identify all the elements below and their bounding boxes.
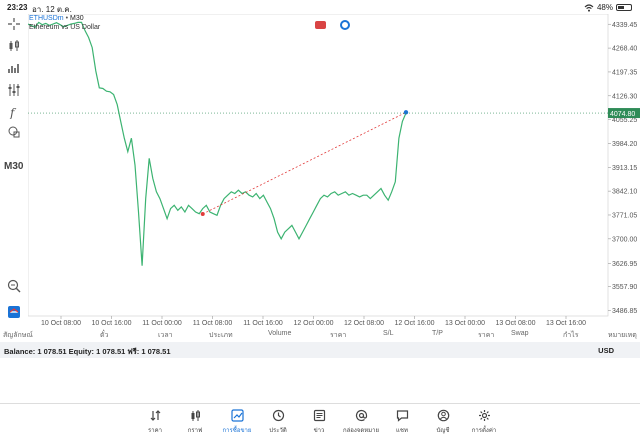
- orders-table-header: สัญลักษณ์ ตั๋ว เวลา ประเภท Volume ราคา S/L T/P ร…: [0, 327, 640, 341]
- bottom-tabbar: ราคา กราฟ การซื้อขาย ประวัติ ข่าว กล่องจดหมาย…: [0, 403, 640, 447]
- gear-icon: [464, 409, 504, 422]
- x-tick-label: 12 Oct 08:00: [344, 320, 384, 327]
- y-tick-label: 3913.15: [612, 165, 637, 172]
- account-icon: [423, 409, 463, 422]
- trendline-end-point[interactable]: [403, 110, 409, 115]
- x-tick-label: 13 Oct 00:00: [445, 320, 485, 327]
- tab-chat[interactable]: แชท: [382, 409, 422, 435]
- orders-column-header[interactable]: ราคา: [478, 332, 495, 339]
- symbol-description: Ethereum vs US Dollar: [29, 24, 101, 31]
- orders-column-header[interactable]: เวลา: [158, 332, 173, 339]
- tab-label: กราฟ: [187, 428, 203, 434]
- orders-column-header[interactable]: ประเภท: [209, 332, 233, 339]
- wifi-icon: [584, 3, 594, 12]
- tab-label: บัญชี: [436, 428, 450, 434]
- battery-percent: 48%: [596, 3, 613, 12]
- symbol-title: ETHUSDm • M30: [29, 15, 84, 22]
- arrows-updown-icon: [135, 409, 175, 422]
- candles-icon: [175, 409, 215, 422]
- function-icon[interactable]: f: [4, 104, 24, 120]
- tab-arrows-updown[interactable]: ราคา: [135, 409, 175, 435]
- x-tick-label: 11 Oct 16:00: [243, 320, 283, 327]
- y-tick-label: 3486.85: [612, 308, 637, 315]
- bar-chart-icon[interactable]: [4, 60, 24, 76]
- current-price-tag: [608, 108, 640, 119]
- tab-mail-at[interactable]: กล่องจดหมาย: [341, 409, 381, 435]
- tab-trade-chart[interactable]: การซื้อขาย: [217, 409, 257, 435]
- trendline-start-point[interactable]: [200, 211, 205, 216]
- orders-column-header[interactable]: S/L: [383, 330, 394, 337]
- orders-column-header[interactable]: ราคา: [330, 332, 347, 339]
- trade-panel-icon[interactable]: [4, 304, 24, 320]
- status-bar: 23:23 อา. 12 ต.ค. 48%: [0, 0, 640, 14]
- x-tick-label: 11 Oct 08:00: [193, 320, 233, 327]
- tab-label: แชท: [396, 428, 408, 434]
- history-icon: [258, 409, 298, 422]
- status-date: อา. 12 ต.ค.: [32, 5, 72, 14]
- tab-gear[interactable]: การตั้งค่า: [464, 409, 504, 435]
- x-tick-label: 11 Oct 00:00: [142, 320, 182, 327]
- price-series-line: [28, 21, 407, 266]
- x-tick-label: 13 Oct 16:00: [546, 320, 586, 327]
- status-right: 48%: [584, 3, 632, 12]
- orders-column-header[interactable]: หมายเหตุ: [608, 332, 637, 339]
- mail-at-icon: [341, 409, 381, 422]
- svg-text:f: f: [9, 106, 17, 119]
- orders-column-header[interactable]: ตั๋ว: [100, 332, 109, 339]
- orders-column-header[interactable]: สัญลักษณ์: [3, 332, 33, 339]
- indicators-icon[interactable]: [4, 82, 24, 98]
- y-tick-label: 3842.10: [612, 189, 637, 196]
- sell-button-icon[interactable]: [315, 21, 326, 29]
- zoom-icon[interactable]: [4, 278, 24, 294]
- orders-column-header[interactable]: Swap: [511, 330, 529, 337]
- tab-label: ราคา: [148, 428, 162, 434]
- x-tick-label: 13 Oct 08:00: [495, 320, 535, 327]
- symbol-timeframe: M30: [69, 15, 84, 22]
- y-tick-label: 4197.35: [612, 69, 637, 76]
- currency-label: USD: [598, 346, 614, 355]
- tab-history[interactable]: ประวัติ: [258, 409, 298, 435]
- x-tick-label: 10 Oct 08:00: [41, 320, 81, 327]
- balance-text: Balance: 1 078.51 Equity: 1 078.51 ฟรี: …: [4, 347, 171, 356]
- x-tick-label: 12 Oct 00:00: [293, 320, 333, 327]
- y-tick-label: 4126.30: [612, 93, 637, 100]
- chat-icon: [382, 409, 422, 422]
- objects-icon[interactable]: [4, 124, 24, 140]
- tab-account[interactable]: บัญชี: [423, 409, 463, 435]
- tab-label: กล่องจดหมาย: [342, 428, 380, 434]
- tab-news[interactable]: ข่าว: [299, 409, 339, 435]
- timeframe-label[interactable]: M30: [4, 161, 24, 172]
- x-tick-label: 12 Oct 16:00: [394, 320, 434, 327]
- y-tick-label: 3700.00: [612, 236, 637, 243]
- tab-label: การตั้งค่า: [471, 428, 497, 434]
- tab-label: ประวัติ: [269, 428, 287, 434]
- crosshair-icon[interactable]: [4, 16, 24, 32]
- x-tick-label: 10 Oct 16:00: [91, 320, 131, 327]
- news-icon: [299, 409, 339, 422]
- y-tick-label: 4268.40: [612, 46, 637, 53]
- status-time: 23:23: [7, 3, 28, 12]
- y-tick-label: 4339.45: [612, 22, 637, 29]
- battery-icon: [616, 4, 632, 11]
- tab-label: ข่าว: [313, 428, 325, 434]
- orders-column-header[interactable]: T/P: [432, 330, 443, 337]
- trade-chart-icon: [217, 409, 257, 422]
- symbol-name: ETHUSDm: [29, 15, 64, 22]
- one-click-icon[interactable]: [340, 20, 350, 30]
- y-tick-label: 3771.05: [612, 212, 637, 219]
- orders-column-header[interactable]: Volume: [268, 330, 292, 337]
- y-tick-label: 3557.90: [612, 284, 637, 291]
- balance-row: Balance: 1 078.51 Equity: 1 078.51 ฟรี: …: [0, 342, 640, 358]
- current-price-label: 4074.80: [610, 111, 635, 118]
- tab-candles[interactable]: กราฟ: [175, 409, 215, 435]
- orders-column-header[interactable]: กำไร: [563, 332, 579, 339]
- chart-svg: 4339.45 4268.40 4197.35 4126.30 4055.25 3984.…: [28, 14, 640, 327]
- y-tick-label: 4055.25: [612, 117, 637, 124]
- y-tick-label: 3626.95: [612, 261, 637, 268]
- price-chart[interactable]: 4339.45 4268.40 4197.35 4126.30 4055.25 3984.…: [28, 14, 640, 327]
- tab-label: การซื้อขาย: [222, 428, 252, 434]
- trendline[interactable]: [202, 111, 407, 215]
- y-tick-label: 3984.20: [612, 141, 637, 148]
- candles-icon[interactable]: [4, 38, 24, 54]
